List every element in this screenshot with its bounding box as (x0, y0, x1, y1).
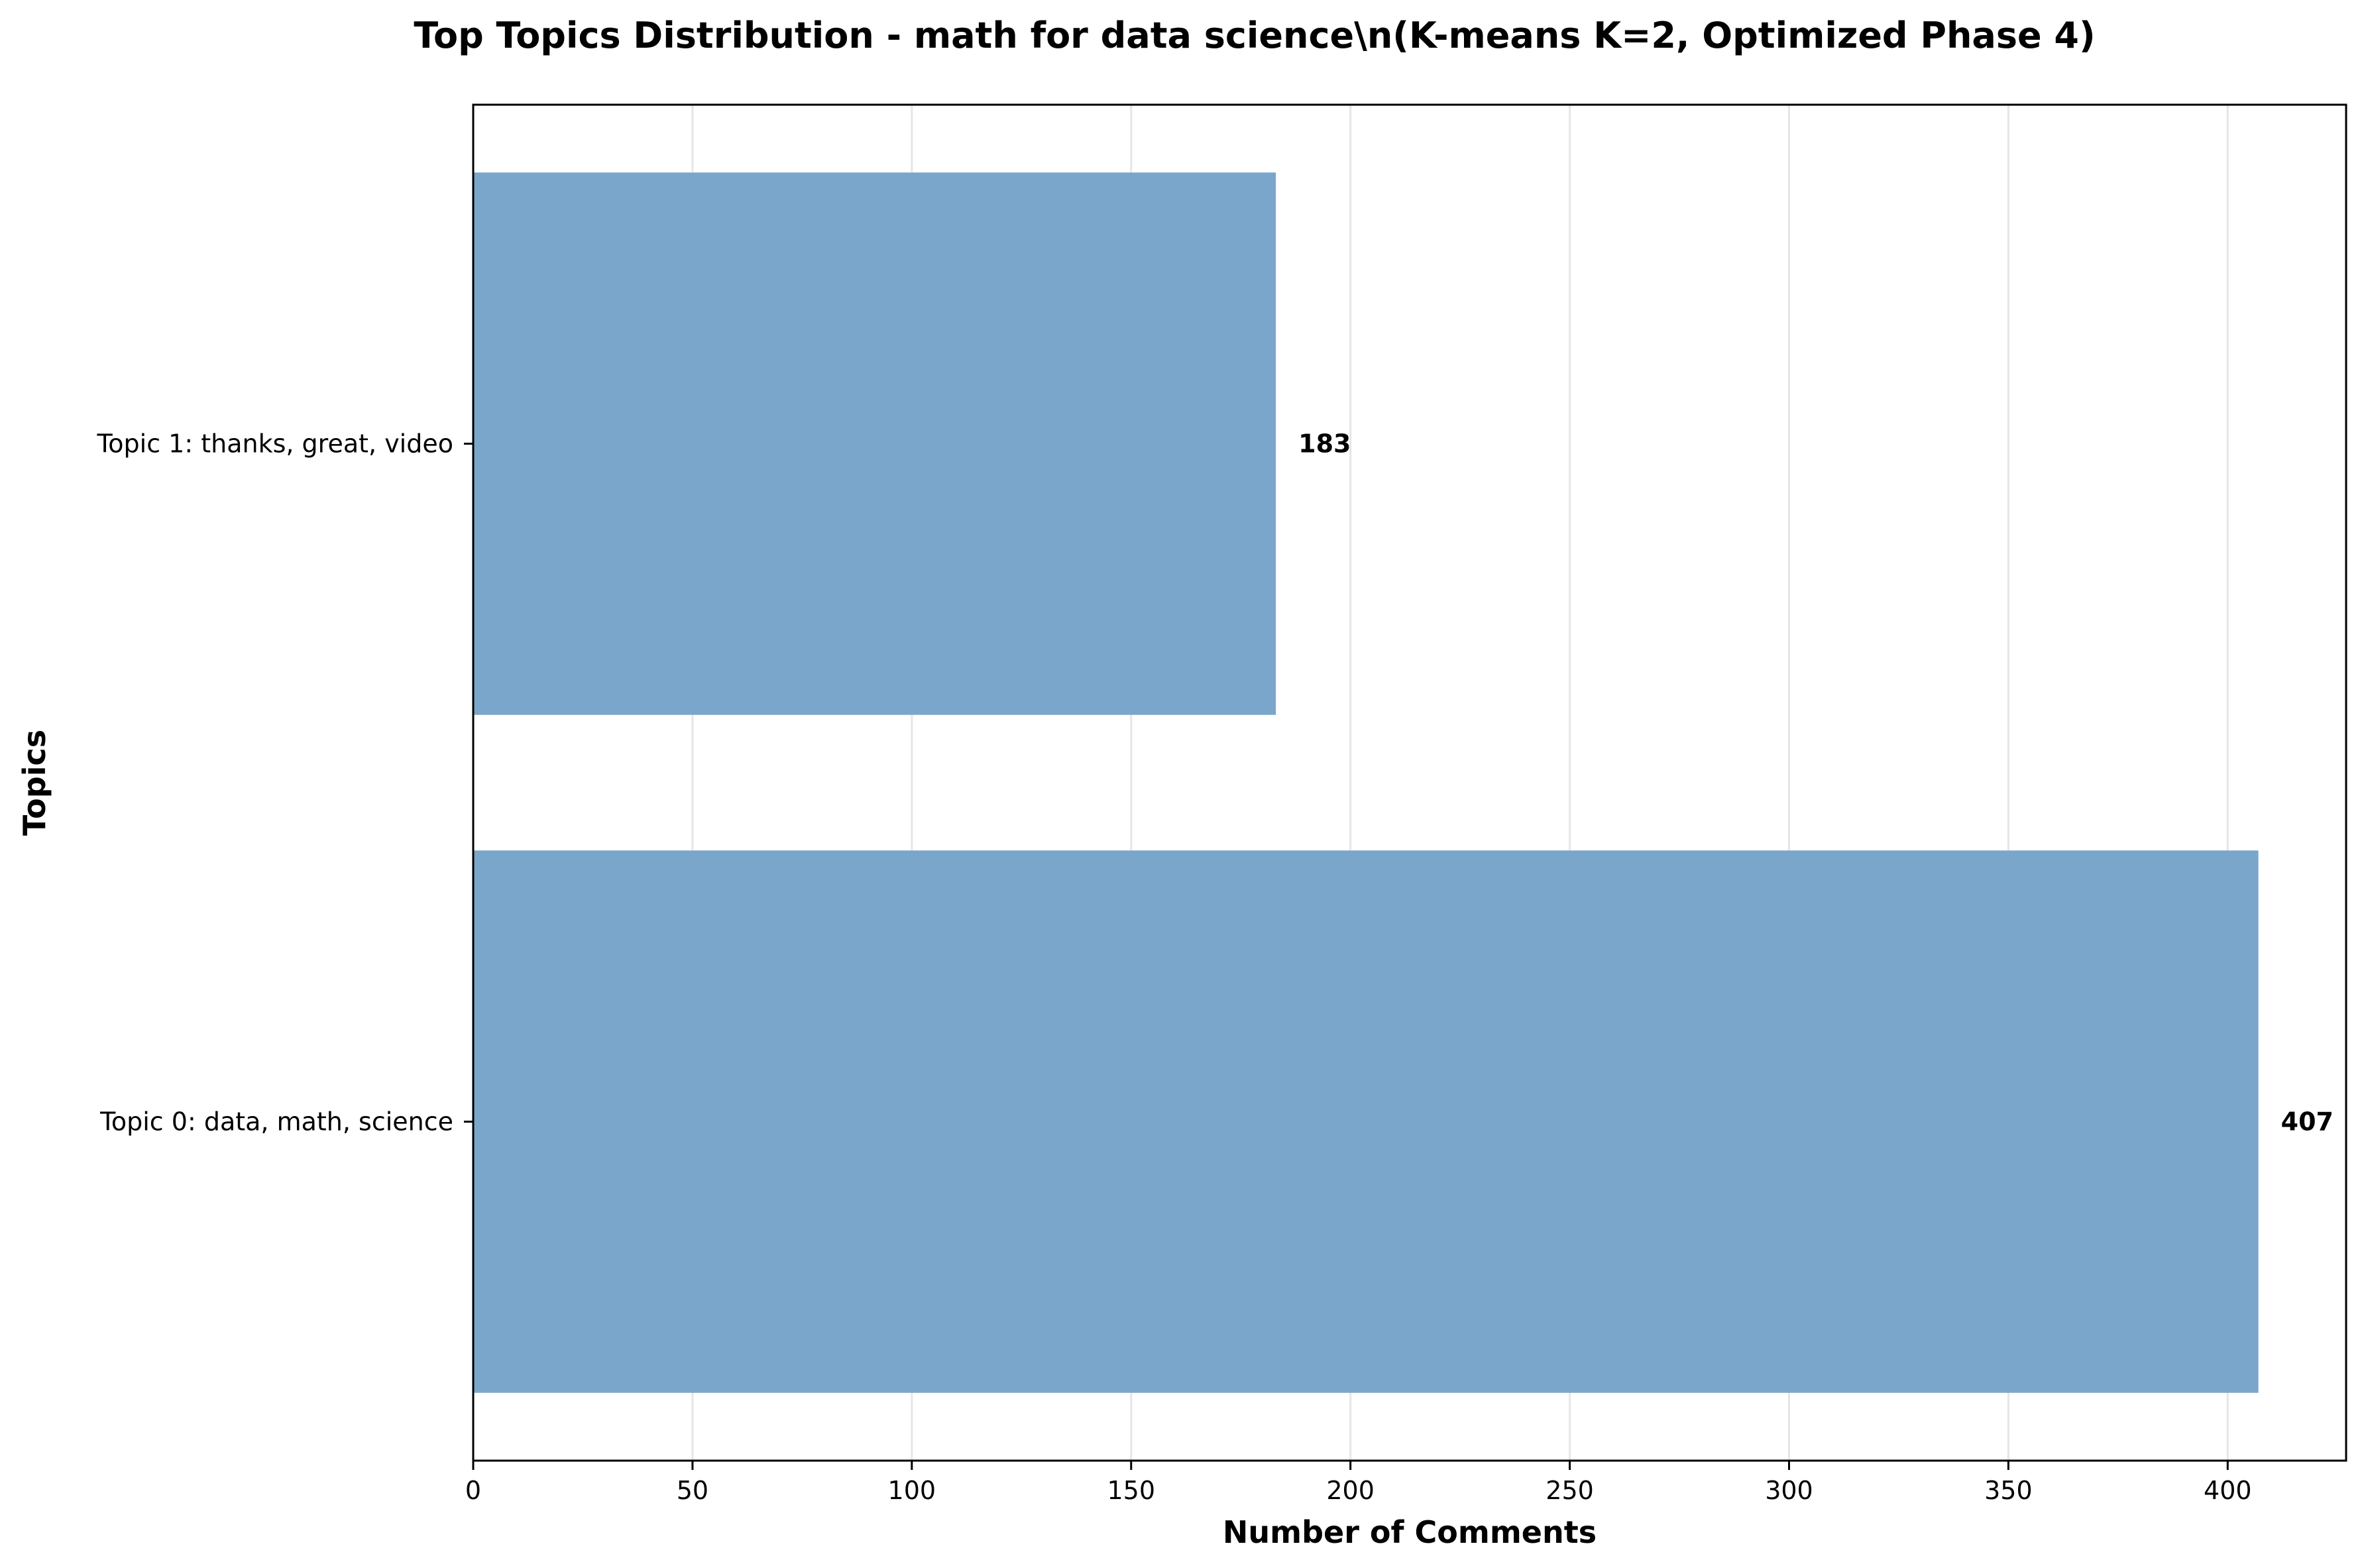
x-tick-label: 100 (888, 1476, 936, 1505)
x-tick-label: 400 (2204, 1476, 2252, 1505)
bar (473, 172, 1276, 715)
plot-frame (472, 103, 2347, 1462)
x-tick-label: 350 (1984, 1476, 2033, 1505)
x-tick-label: 200 (1326, 1476, 1375, 1505)
y-axis-label: Topics (17, 730, 52, 836)
x-tick-label: 50 (677, 1476, 708, 1505)
y-tick-label: Topic 1: thanks, great, video (97, 429, 453, 459)
x-axis-label: Number of Comments (1223, 1514, 1597, 1550)
bars-layer (473, 172, 2259, 1393)
x-tick-label: 250 (1546, 1476, 1594, 1505)
x-axis-ticks: 0 50 100 150 200 250 300 350 400 (465, 1461, 2252, 1505)
value-labels: 183 407 (1298, 429, 2334, 1137)
bar-value-label: 183 (1298, 429, 1351, 459)
x-tick-label: 300 (1765, 1476, 1813, 1505)
x-tick-label: 0 (465, 1476, 481, 1505)
y-tick-label: Topic 0: data, math, science (99, 1107, 453, 1137)
x-tick-label: 150 (1107, 1476, 1155, 1505)
chart-title: Top Topics Distribution - math for data … (414, 15, 2095, 56)
y-axis-ticks: Topic 1: thanks, great, video Topic 0: da… (97, 429, 473, 1137)
bar (473, 850, 2259, 1393)
bar-value-label: 407 (2281, 1107, 2334, 1137)
